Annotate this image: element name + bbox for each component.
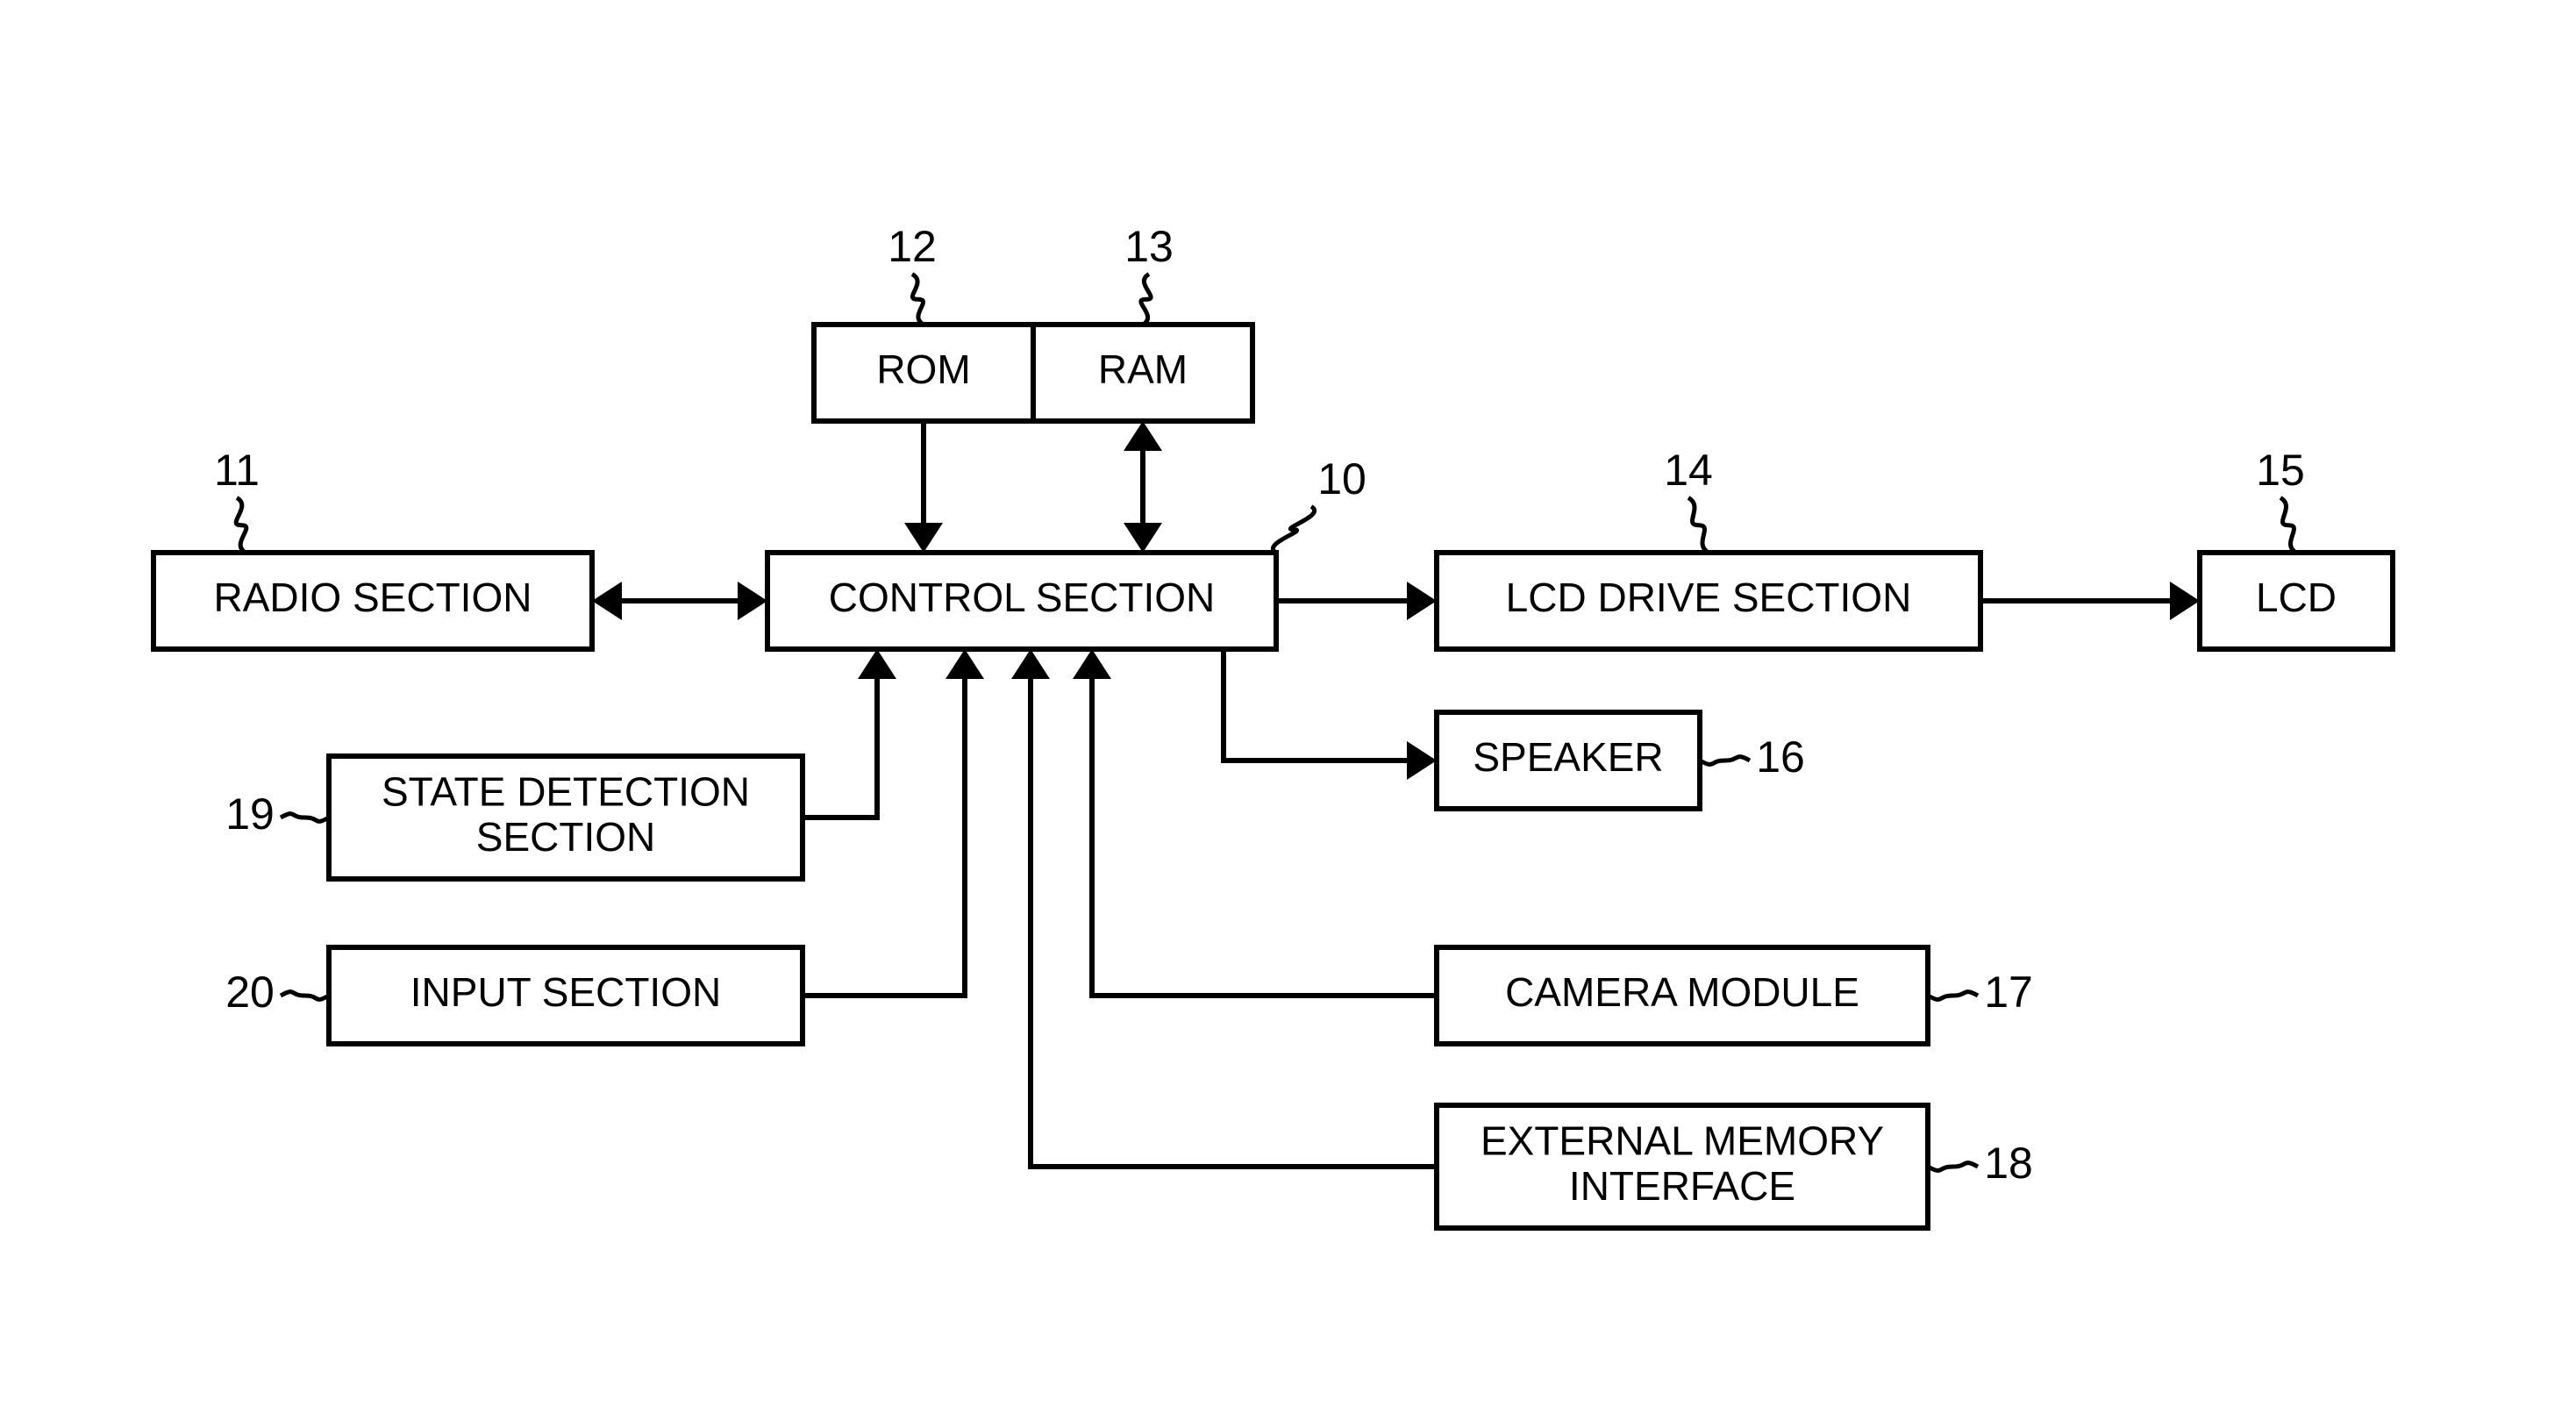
connector-radio-control [592, 582, 767, 620]
connector-ram-control [1124, 421, 1162, 553]
speaker-block: SPEAKER [1437, 712, 1700, 809]
extmem-label: EXTERNAL MEMORY [1481, 1118, 1884, 1163]
connector-control-lcddrv [1276, 582, 1437, 620]
speaker-label: SPEAKER [1473, 734, 1663, 780]
radio-label: RADIO SECTION [214, 575, 532, 620]
ref-15: 15 [2256, 446, 2305, 553]
ram-label: RAM [1098, 346, 1188, 392]
ref-16-label: 16 [1756, 732, 1805, 782]
camera-label: CAMERA MODULE [1505, 969, 1859, 1015]
control-label: CONTROL SECTION [829, 575, 1215, 620]
extmem-label: INTERFACE [1569, 1163, 1795, 1209]
input-label: INPUT SECTION [410, 969, 721, 1015]
ref-13: 13 [1124, 222, 1174, 325]
ref-18: 18 [1928, 1139, 2033, 1188]
ref-12-label: 12 [888, 222, 937, 271]
ref-14: 14 [1664, 446, 1713, 553]
lcddrv-block: LCD DRIVE SECTION [1437, 553, 1980, 649]
lcd-label: LCD [2256, 575, 2337, 620]
ref-17-label: 17 [1984, 968, 2033, 1017]
connector-state-control [803, 649, 896, 818]
ref-11-label: 11 [214, 446, 260, 495]
connector-camera-control [1073, 649, 1437, 996]
extmem-block: EXTERNAL MEMORYINTERFACE [1437, 1105, 1928, 1228]
ref-16: 16 [1700, 732, 1805, 782]
rom-label: ROM [876, 346, 970, 392]
ref-10: 10 [1273, 454, 1366, 553]
block-diagram: RADIO SECTION ROM RAM CONTROL SECTION LCD DR… [0, 0, 2576, 1414]
camera-block: CAMERA MODULE [1437, 947, 1928, 1044]
ram-block: RAM [1033, 325, 1252, 421]
ref-13-label: 13 [1124, 222, 1174, 271]
state-block: STATE DETECTIONSECTION [329, 756, 803, 879]
ref-10-label: 10 [1317, 454, 1366, 503]
ref-18-label: 18 [1984, 1139, 2033, 1188]
ref-20: 20 [225, 968, 329, 1017]
lcd-block: LCD [2200, 553, 2393, 649]
input-block: INPUT SECTION [329, 947, 803, 1044]
control-block: CONTROL SECTION [767, 553, 1276, 649]
state-label: SECTION [476, 814, 655, 860]
ref-15-label: 15 [2256, 446, 2305, 495]
ref-19: 19 [225, 789, 329, 839]
radio-block: RADIO SECTION [153, 553, 592, 649]
ref-19-label: 19 [225, 789, 275, 839]
connector-input-control [803, 649, 984, 996]
lcddrv-label: LCD DRIVE SECTION [1506, 575, 1912, 620]
connector-rom-control [904, 421, 943, 553]
connector-lcddrv-lcd [1980, 582, 2200, 620]
connector-control-speaker [1224, 649, 1437, 780]
state-label: STATE DETECTION [382, 768, 750, 814]
ref-12: 12 [888, 222, 937, 325]
ref-17: 17 [1928, 968, 2033, 1017]
ref-11: 11 [214, 446, 260, 553]
ref-14-label: 14 [1664, 446, 1713, 495]
ref-20-label: 20 [225, 968, 275, 1017]
rom-block: ROM [814, 325, 1033, 421]
